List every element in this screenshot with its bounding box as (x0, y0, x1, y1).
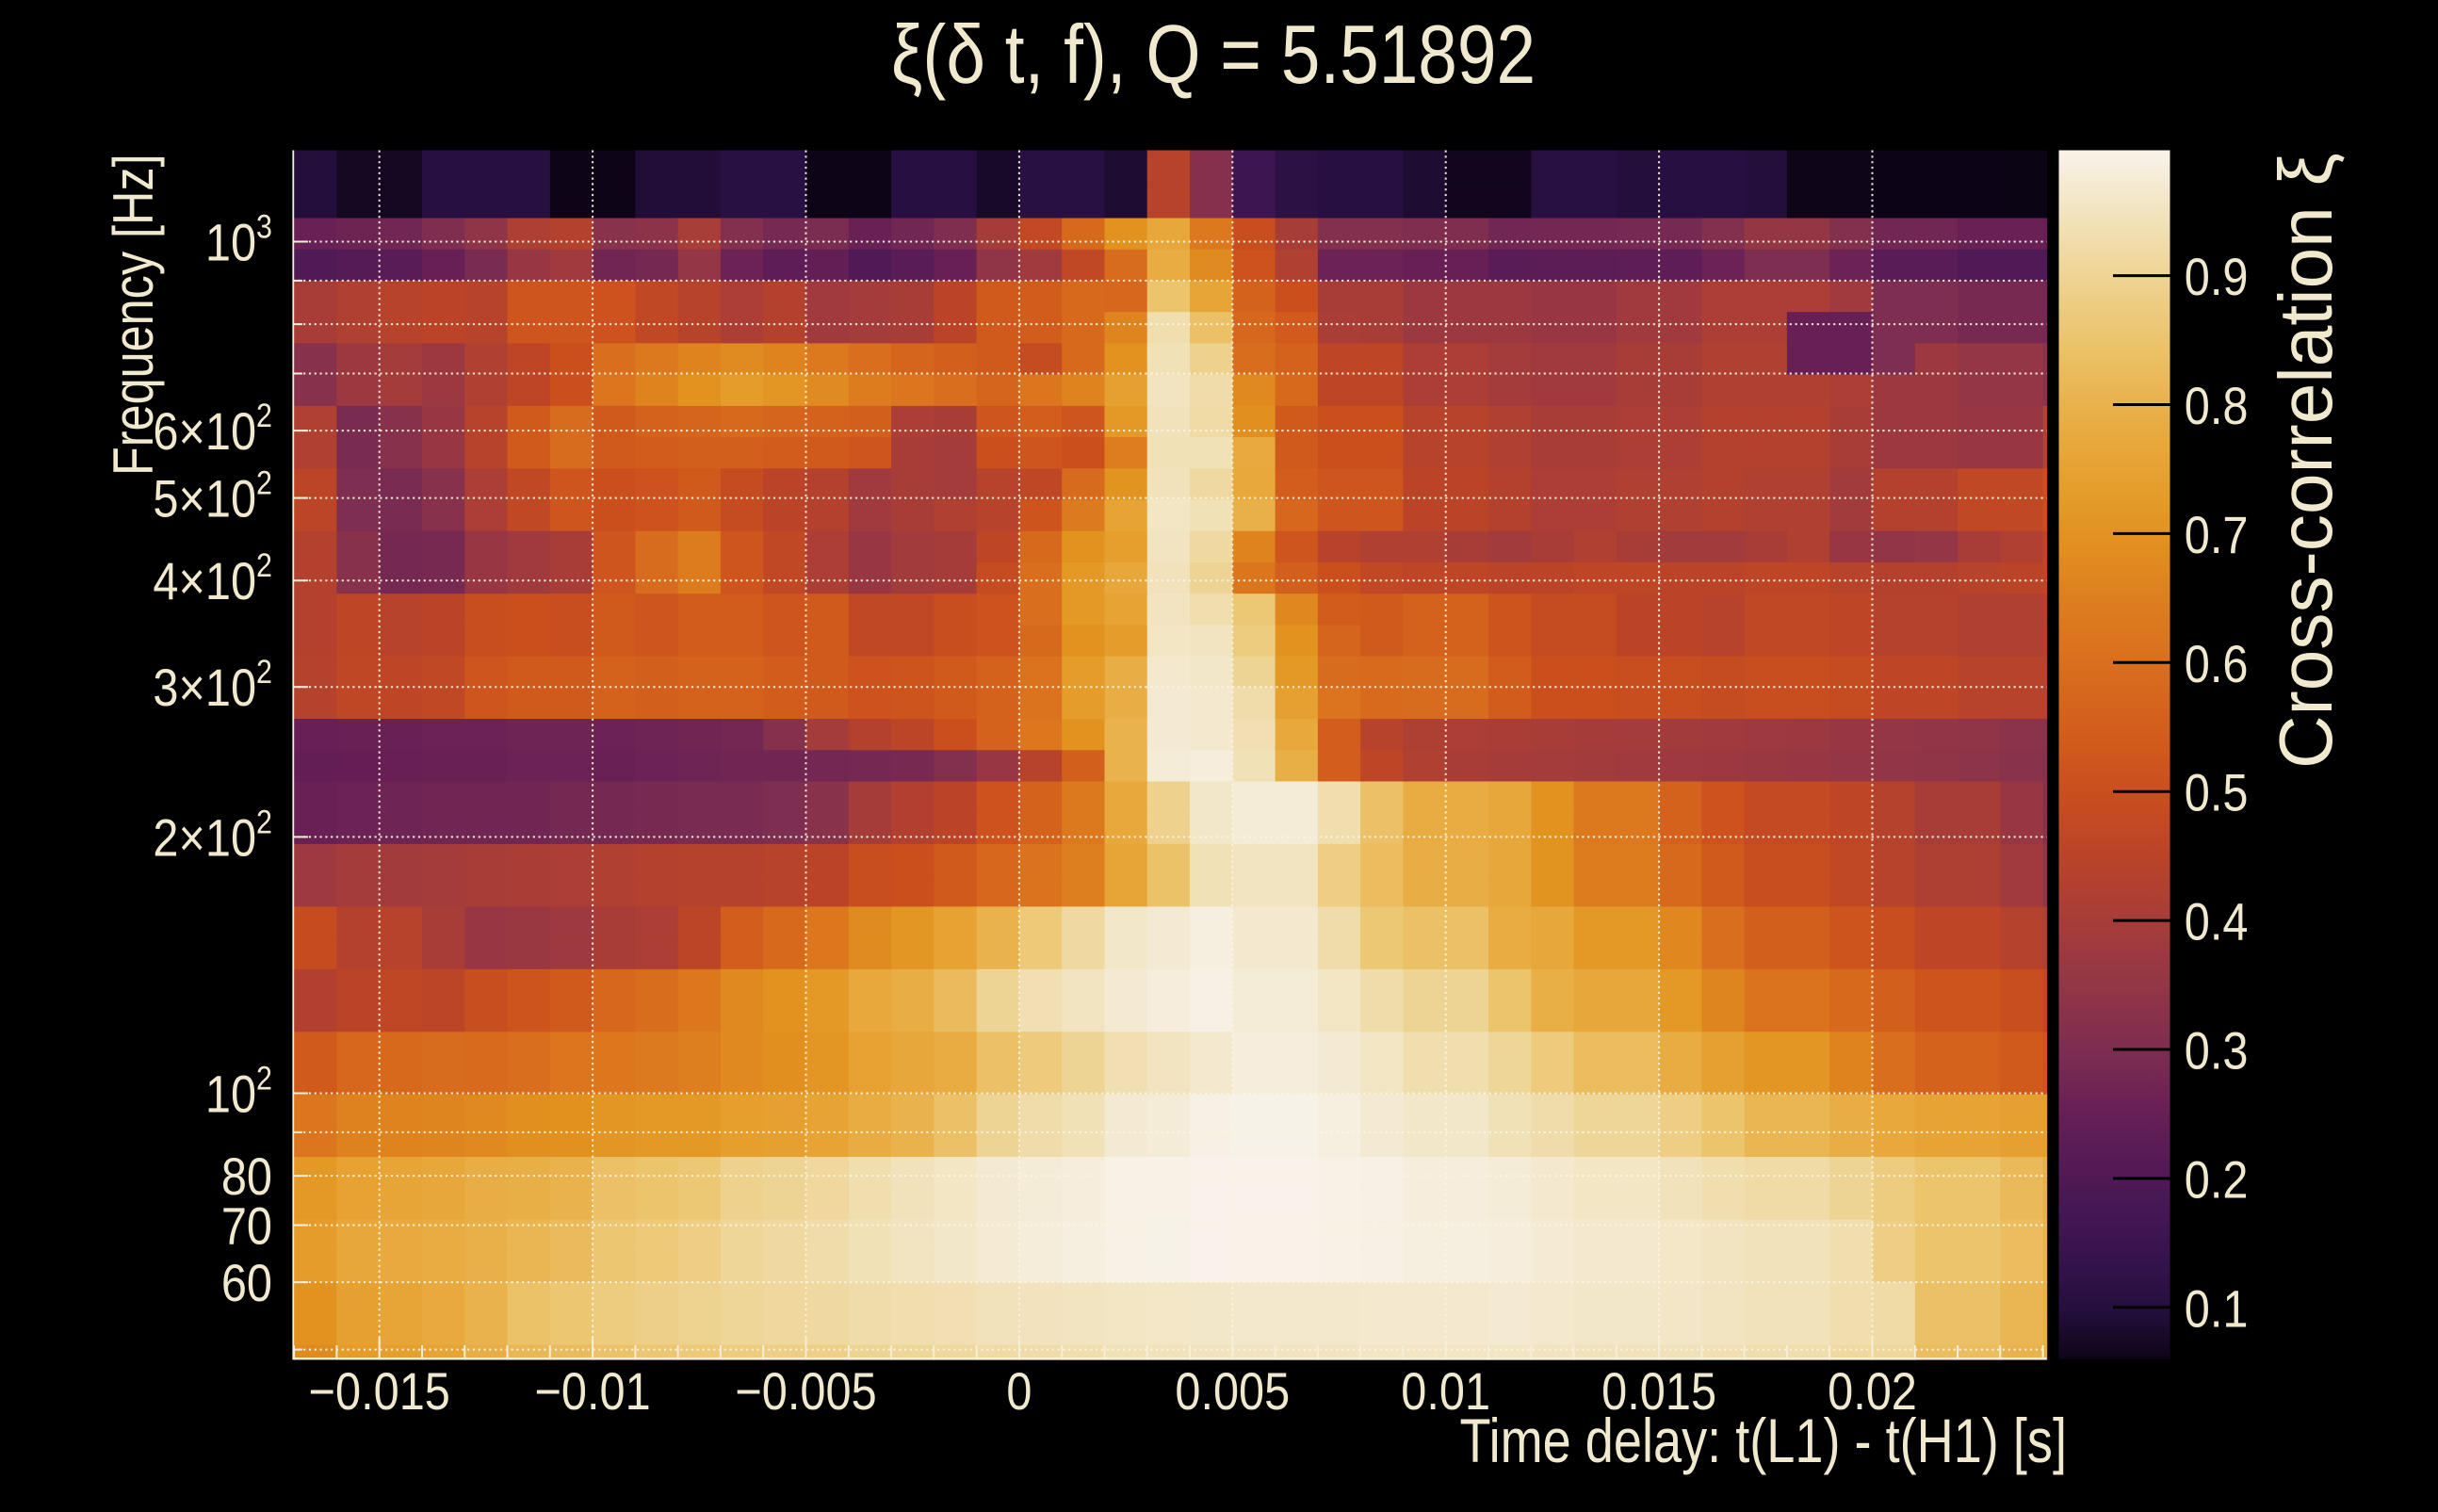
svg-text:0: 0 (1006, 1362, 1032, 1422)
svg-text:2×102: 2×102 (153, 803, 272, 868)
svg-text:5×102: 5×102 (153, 464, 272, 529)
svg-text:0.3: 0.3 (2185, 1021, 2249, 1081)
svg-text:0.6: 0.6 (2185, 635, 2249, 694)
svg-text:0.9: 0.9 (2185, 248, 2249, 307)
svg-text:Time delay: t(L1) - t(H1) [s]: Time delay: t(L1) - t(H1) [s] (1460, 1406, 2067, 1475)
svg-text:0.005: 0.005 (1175, 1362, 1290, 1422)
svg-text:0.7: 0.7 (2185, 506, 2249, 565)
svg-text:103: 103 (205, 207, 272, 272)
svg-text:70: 70 (221, 1196, 272, 1256)
svg-text:0.015: 0.015 (1601, 1362, 1716, 1422)
svg-text:0.01: 0.01 (1401, 1362, 1490, 1422)
svg-text:0.1: 0.1 (2185, 1279, 2249, 1339)
svg-text:6×102: 6×102 (153, 397, 272, 462)
svg-text:−0.015: −0.015 (309, 1362, 450, 1422)
svg-text:0.2: 0.2 (2185, 1150, 2249, 1210)
svg-text:4×102: 4×102 (153, 546, 272, 611)
svg-text:60: 60 (221, 1254, 272, 1313)
svg-text:0.02: 0.02 (1828, 1362, 1917, 1422)
svg-text:0.8: 0.8 (2185, 377, 2249, 436)
svg-text:Frequency [Hz]: Frequency [Hz] (102, 154, 165, 476)
svg-text:−0.01: −0.01 (534, 1362, 650, 1422)
svg-text:0.4: 0.4 (2185, 892, 2249, 951)
svg-text:80: 80 (221, 1147, 272, 1207)
svg-text:−0.005: −0.005 (735, 1362, 876, 1422)
svg-text:0.5: 0.5 (2185, 764, 2249, 823)
svg-text:Cross-correlation ξ: Cross-correlation ξ (2263, 153, 2348, 769)
svg-text:ξ(δ t, f), Q = 5.51892: ξ(δ t, f), Q = 5.51892 (891, 8, 1536, 101)
svg-text:3×102: 3×102 (153, 653, 272, 718)
